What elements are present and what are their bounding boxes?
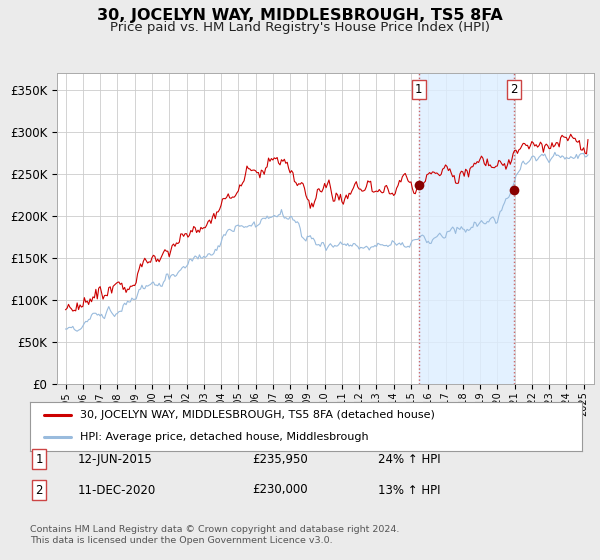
Text: HPI: Average price, detached house, Middlesbrough: HPI: Average price, detached house, Midd… <box>80 432 368 442</box>
Text: 1: 1 <box>35 452 43 466</box>
Bar <box>419 73 514 384</box>
Text: 13% ↑ HPI: 13% ↑ HPI <box>378 483 440 497</box>
Text: Price paid vs. HM Land Registry's House Price Index (HPI): Price paid vs. HM Land Registry's House … <box>110 21 490 34</box>
Text: £235,950: £235,950 <box>252 452 308 466</box>
Text: £230,000: £230,000 <box>252 483 308 497</box>
Text: 2: 2 <box>35 483 43 497</box>
Text: 1: 1 <box>415 83 422 96</box>
Text: Contains HM Land Registry data © Crown copyright and database right 2024.
This d: Contains HM Land Registry data © Crown c… <box>30 525 400 545</box>
Text: 2: 2 <box>510 83 517 96</box>
Text: 24% ↑ HPI: 24% ↑ HPI <box>378 452 440 466</box>
Text: 30, JOCELYN WAY, MIDDLESBROUGH, TS5 8FA (detached house): 30, JOCELYN WAY, MIDDLESBROUGH, TS5 8FA … <box>80 410 434 420</box>
Text: 11-DEC-2020: 11-DEC-2020 <box>78 483 156 497</box>
Text: 30, JOCELYN WAY, MIDDLESBROUGH, TS5 8FA: 30, JOCELYN WAY, MIDDLESBROUGH, TS5 8FA <box>97 8 503 24</box>
Text: 12-JUN-2015: 12-JUN-2015 <box>78 452 153 466</box>
